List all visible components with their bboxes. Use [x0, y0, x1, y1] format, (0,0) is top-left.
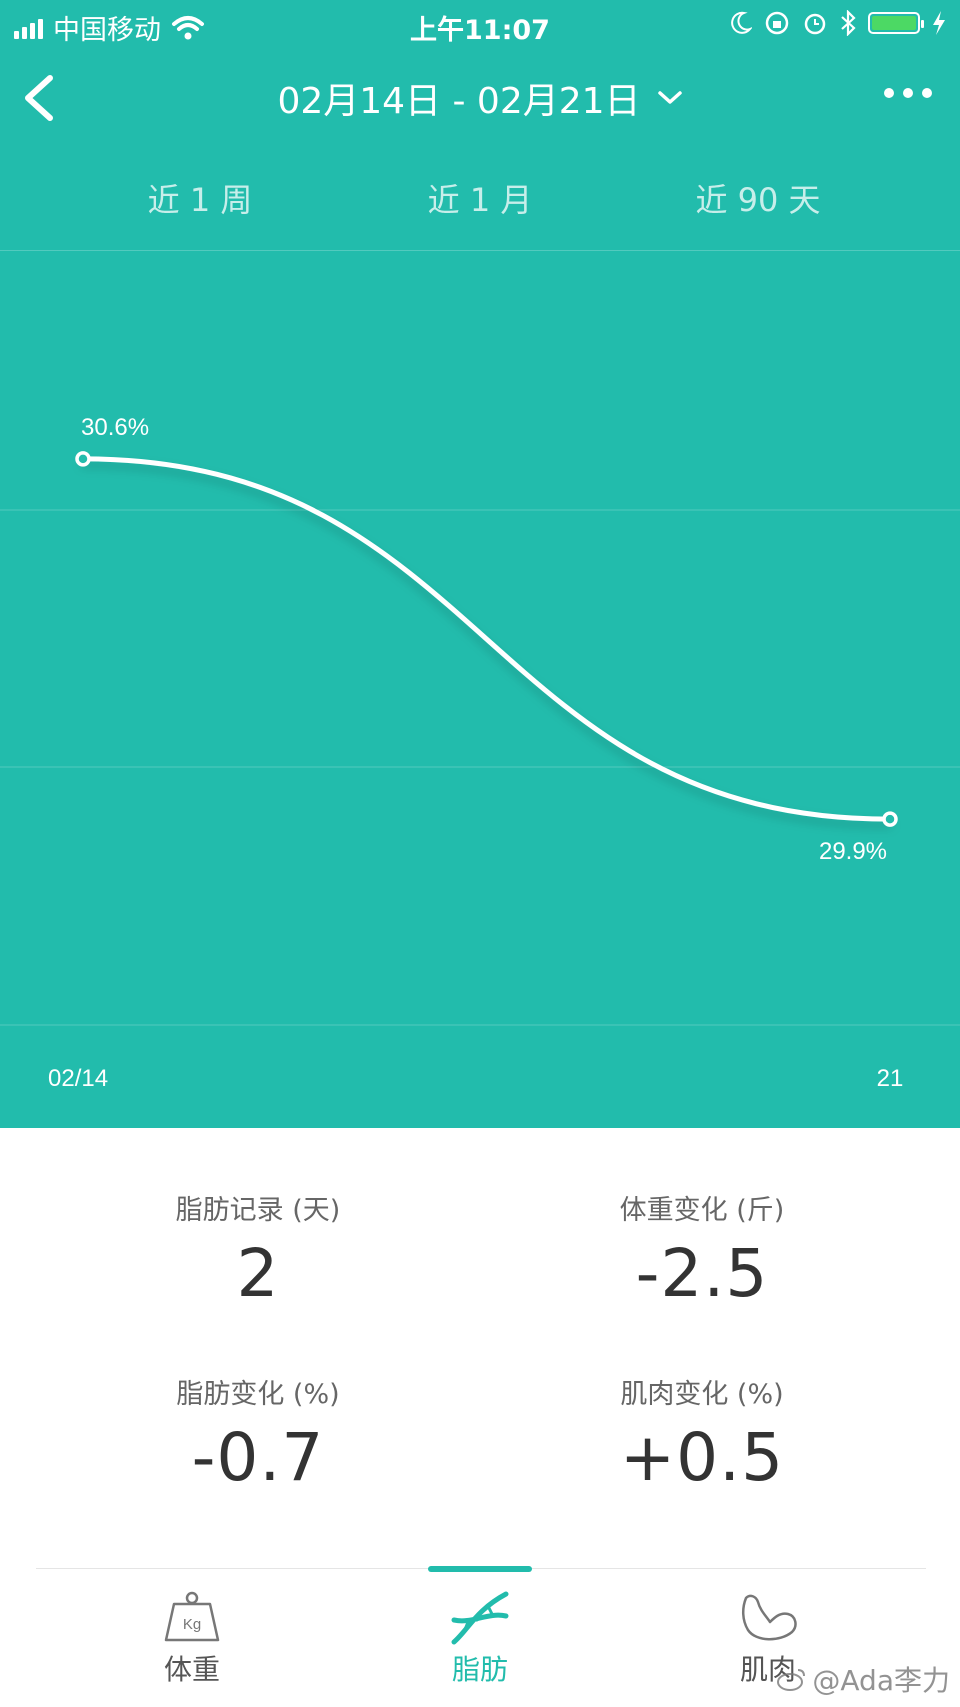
data-point	[882, 811, 898, 827]
alarm-icon	[804, 13, 826, 35]
chart-top-divider	[0, 250, 960, 251]
status-time: 上午11:07	[410, 15, 550, 46]
stat-muscle-change: 肌肉变化 (%) +0.5	[502, 1372, 902, 1496]
carrier-name: 中国移动	[53, 15, 161, 46]
stat-value: +0.5	[619, 1419, 785, 1496]
tab-1-month[interactable]: 近 1 月	[427, 181, 533, 219]
stat-fat-record-days: 脂肪记录 (天) 2	[58, 1188, 458, 1312]
moon-icon	[731, 11, 752, 34]
x-tick-label: 02/14	[48, 1065, 108, 1092]
date-range-selector[interactable]: 02月14日 - 02月21日	[0, 72, 960, 124]
muscle-arm-icon	[742, 1594, 797, 1641]
chevron-down-icon	[657, 91, 682, 104]
signal-icon	[14, 17, 43, 39]
stat-label: 脂肪变化 (%)	[176, 1379, 340, 1410]
dna-icon	[451, 1591, 509, 1645]
tab-90-days[interactable]: 近 90 天	[695, 181, 821, 219]
watermark-text: @Ada李力	[812, 1664, 950, 1697]
more-options-button[interactable]	[884, 88, 932, 98]
active-tab-indicator	[428, 1566, 532, 1572]
status-bar: 中国移动 上午11:07	[0, 0, 960, 50]
bluetooth-icon	[841, 10, 856, 36]
nav-label: 肌肉	[739, 1653, 796, 1686]
range-tabs: 近 1 周 近 1 月 近 90 天	[0, 175, 960, 225]
charging-icon	[933, 11, 945, 35]
nav-label: 体重	[163, 1653, 220, 1686]
stat-value: -0.7	[191, 1419, 325, 1496]
tab-1-week[interactable]: 近 1 周	[147, 181, 253, 219]
nav-tab-weight[interactable]: Kg 体重	[102, 1590, 282, 1688]
nav-label: 脂肪	[451, 1653, 508, 1686]
stat-label: 脂肪记录 (天)	[175, 1195, 341, 1226]
series-line	[80, 456, 893, 822]
battery-icon	[868, 12, 924, 34]
watermark: @Ada李力	[776, 1659, 950, 1699]
kg-weight-icon: Kg	[164, 1591, 220, 1642]
stat-label: 体重变化 (斤)	[619, 1195, 785, 1226]
data-label: 29.9%	[819, 838, 887, 865]
x-tick-label: 21	[877, 1065, 904, 1092]
nav-tab-muscle[interactable]: 肌肉	[678, 1590, 858, 1688]
stat-weight-change: 体重变化 (斤) -2.5	[502, 1188, 902, 1312]
weibo-icon	[777, 1669, 806, 1691]
stat-value: 2	[236, 1235, 280, 1312]
stat-label: 肌肉变化 (%)	[620, 1379, 784, 1410]
stat-fat-change: 脂肪变化 (%) -0.7	[58, 1372, 458, 1496]
wifi-icon	[172, 15, 204, 39]
data-label: 30.6%	[81, 414, 149, 441]
stat-value: -2.5	[635, 1235, 769, 1312]
header-background	[0, 0, 960, 1128]
fat-trend-chart: 30.6% 29.9% 02/14 21	[0, 414, 960, 1092]
data-point	[75, 451, 91, 467]
svg-text:Kg: Kg	[183, 1616, 201, 1633]
nav-tab-fat[interactable]: 脂肪	[390, 1590, 570, 1688]
date-range-label: 02月14日 - 02月21日	[277, 81, 641, 122]
back-button[interactable]	[18, 70, 62, 126]
rotation-lock-icon	[765, 11, 789, 35]
